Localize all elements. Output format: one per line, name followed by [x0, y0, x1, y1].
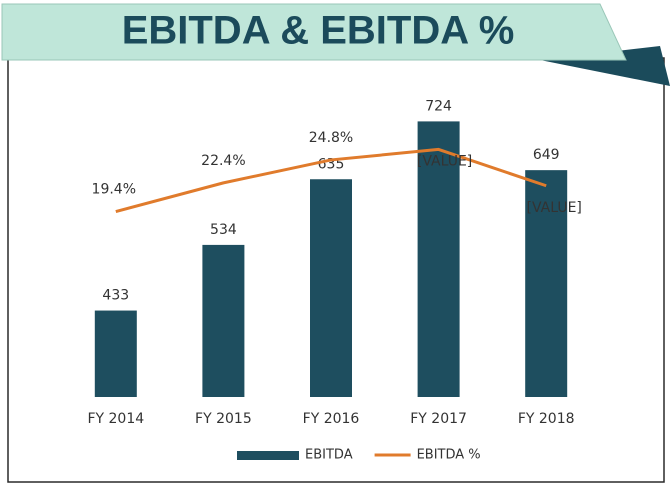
bar-label: 534: [210, 222, 237, 238]
line-label: 22.4%: [201, 153, 245, 169]
bar: [94, 310, 137, 397]
bar-label: 433: [102, 288, 129, 304]
x-tick-label: FY 2015: [195, 411, 252, 427]
bar: [202, 244, 245, 397]
line-label: [VALUE]: [417, 153, 472, 169]
x-tick-label: FY 2016: [303, 411, 360, 427]
bar-label: 724: [425, 98, 452, 114]
line: [115, 147, 547, 214]
x-tick-label: FY 2017: [410, 411, 467, 427]
legend-label: EBITDA: [305, 448, 353, 463]
bar: [310, 179, 352, 397]
x-tick-label: FY 2014: [87, 411, 144, 427]
banner-ribbon: [540, 46, 670, 86]
legend-label: EBITDA %: [417, 448, 481, 463]
bar: [525, 170, 568, 397]
line-label: [VALUE]: [527, 200, 582, 216]
banner: [1, 3, 627, 61]
line-label: 19.4%: [92, 182, 136, 198]
x-tick-label: FY 2018: [518, 411, 575, 427]
legend-swatch: [237, 451, 299, 460]
bar: [417, 121, 460, 398]
bar-label: 649: [533, 147, 560, 163]
chart-title: EBITDA & EBITDA %: [122, 9, 515, 53]
line-label: 24.8%: [309, 130, 353, 146]
